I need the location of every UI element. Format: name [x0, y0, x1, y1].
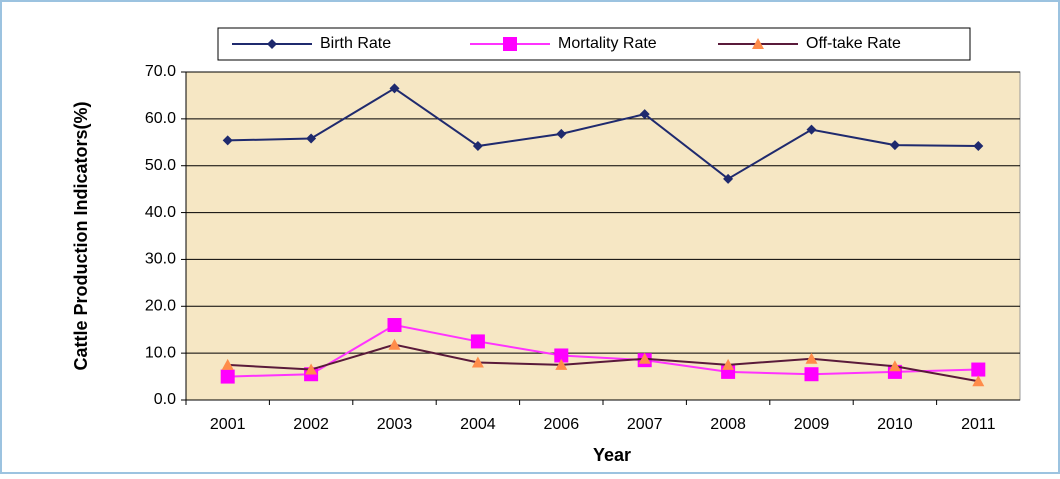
- series-line: [227, 323, 979, 378]
- marker: [804, 367, 819, 382]
- x-tick-label: 2011: [961, 416, 996, 433]
- x-tick-label: 2001: [210, 416, 246, 433]
- x-tick-label: 2004: [460, 416, 496, 433]
- x-tick-label: 2010: [877, 416, 913, 433]
- legend-label: Mortality Rate: [558, 35, 657, 52]
- marker: [221, 358, 234, 370]
- marker: [389, 83, 400, 94]
- x-tick-label: 2002: [293, 416, 329, 433]
- marker: [638, 352, 651, 364]
- x-tick-label: 2006: [544, 416, 580, 433]
- marker: [222, 135, 233, 146]
- legend-label: Off-take Rate: [806, 35, 901, 52]
- y-tick-label: 60.0: [145, 110, 176, 127]
- marker: [472, 141, 483, 152]
- y-axis-title: Cattle Production Indicators(%): [71, 101, 91, 370]
- x-tick-label: 2009: [794, 416, 830, 433]
- y-tick-label: 70.0: [145, 63, 176, 80]
- y-tick-label: 30.0: [145, 251, 176, 268]
- legend-box: [217, 27, 971, 61]
- marker: [388, 338, 401, 350]
- marker: [752, 38, 764, 49]
- marker: [971, 362, 986, 377]
- series-line: [227, 343, 979, 383]
- marker: [806, 124, 817, 135]
- marker: [306, 133, 317, 144]
- y-tick-label: 10.0: [145, 344, 176, 361]
- marker: [972, 375, 985, 387]
- marker: [220, 369, 235, 384]
- marker: [722, 358, 735, 370]
- marker: [267, 39, 277, 49]
- series-line: [227, 87, 979, 181]
- marker: [305, 363, 318, 375]
- marker: [973, 141, 984, 152]
- legend-label: Birth Rate: [320, 35, 391, 52]
- x-tick-label: 2003: [377, 416, 413, 433]
- marker: [723, 173, 734, 184]
- marker: [471, 356, 484, 368]
- marker: [888, 360, 901, 372]
- y-tick-label: 40.0: [145, 204, 176, 221]
- marker: [387, 318, 402, 333]
- marker: [470, 334, 485, 349]
- marker: [805, 352, 818, 364]
- marker: [556, 128, 567, 139]
- y-tick-label: 20.0: [145, 298, 176, 315]
- x-tick-label: 2008: [710, 416, 746, 433]
- x-axis-title: Year: [593, 445, 631, 465]
- marker: [503, 37, 517, 51]
- marker: [889, 140, 900, 151]
- marker: [555, 358, 568, 370]
- marker: [554, 348, 569, 363]
- x-tick-label: 2007: [627, 416, 663, 433]
- plot-area: [185, 71, 1021, 401]
- marker: [639, 109, 650, 120]
- y-tick-label: 0.0: [154, 391, 176, 408]
- y-tick-label: 50.0: [145, 157, 176, 174]
